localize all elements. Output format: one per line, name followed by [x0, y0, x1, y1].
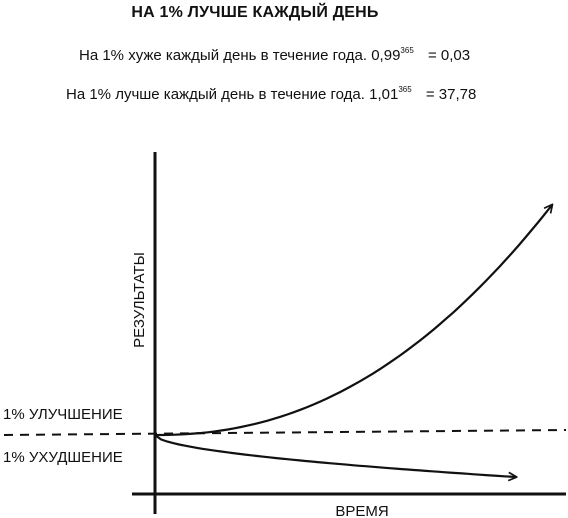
series-decline-label: 1% УХУДШЕНИЕ [3, 449, 123, 466]
formula-worse-base: 0,99 [371, 47, 401, 64]
series-improvement-line [155, 205, 552, 437]
formula-worse: На 1% хуже каждый день в течение года. 0… [79, 46, 471, 65]
formula-better: На 1% лучше каждый день в течение года. … [66, 85, 477, 104]
series-improvement-label: 1% УЛУЧШЕНИЕ [3, 406, 123, 423]
formula-better-exponent: 365 [398, 85, 412, 94]
formula-worse-result: 0,03 [440, 47, 471, 64]
baseline-dashed [3, 429, 567, 436]
formula-worse-text: На 1% хуже каждый день в течение года. [79, 47, 368, 64]
formula-worse-exponent: 365 [400, 46, 414, 55]
series-decline-line [154, 434, 516, 477]
formula-worse-equals: = [427, 47, 437, 64]
formula-better-text: На 1% лучше каждый день в течение года. [66, 86, 365, 103]
formula-better-result: 37,78 [438, 86, 477, 103]
x-axis-label: ВРЕМЯ [335, 503, 388, 518]
y-axis-label: РЕЗУЛЬТАТЫ [131, 252, 148, 348]
formula-better-base: 1,01 [369, 86, 399, 103]
page-title: НА 1% ЛУЧШЕ КАЖДЫЙ ДЕНЬ [131, 4, 379, 21]
formula-better-equals: = [425, 86, 435, 103]
